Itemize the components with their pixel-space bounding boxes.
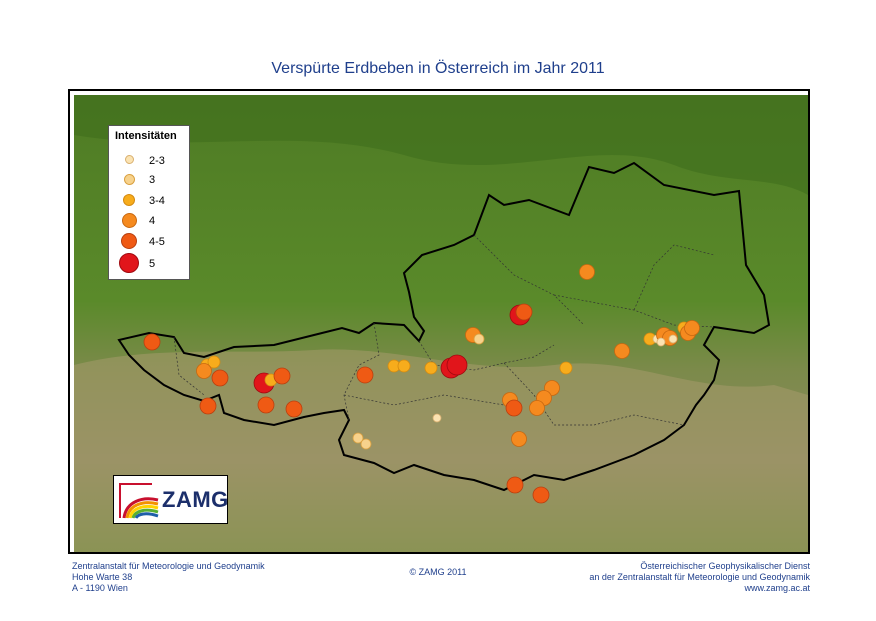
earthquake-marker[interactable] xyxy=(559,361,573,375)
legend-label: 4 xyxy=(149,215,156,227)
zamg-logo: ZAMG xyxy=(113,475,228,524)
footer-line: Hohe Warte 38 xyxy=(72,572,133,582)
earthquake-marker[interactable] xyxy=(352,432,364,444)
footer-line: Österreichischer Geophysikalischer Diens… xyxy=(640,561,810,571)
earthquake-marker[interactable] xyxy=(684,320,700,336)
legend-dot-icon xyxy=(119,253,139,273)
logo-text: ZAMG xyxy=(162,487,229,512)
earthquake-marker[interactable] xyxy=(273,367,291,385)
earthquake-marker[interactable] xyxy=(515,303,533,321)
earthquake-marker[interactable] xyxy=(199,397,217,415)
legend: Intensitäten 2-3 3 3-4 4 4-5 5 xyxy=(108,125,190,280)
northern-forest-relief xyxy=(74,95,808,195)
earthquake-marker[interactable] xyxy=(506,476,524,494)
earthquake-marker[interactable] xyxy=(614,343,630,359)
zamg-rainbow-icon xyxy=(119,483,159,519)
earthquake-marker[interactable] xyxy=(424,361,438,375)
earthquake-marker[interactable] xyxy=(432,413,442,423)
footer-line: A - 1190 Wien xyxy=(72,583,128,593)
legend-item-4: 4 xyxy=(109,212,189,230)
legend-dot-icon xyxy=(124,174,135,185)
footer-copyright: © ZAMG 2011 xyxy=(409,567,467,577)
legend-dot-icon xyxy=(121,233,137,249)
footer-line: an der Zentralanstalt für Meteorologie u… xyxy=(589,572,810,582)
legend-item-2-3: 2-3 xyxy=(109,152,189,170)
earthquake-marker[interactable] xyxy=(257,396,275,414)
earthquake-marker[interactable] xyxy=(207,355,221,369)
footer-line: Zentralanstalt für Meteorologie und Geod… xyxy=(72,561,265,571)
legend-dot-icon xyxy=(122,213,137,228)
footer-service: Österreichischer Geophysikalischer Diens… xyxy=(589,561,810,594)
earthquake-points xyxy=(143,264,700,504)
earthquake-marker[interactable] xyxy=(360,438,372,450)
legend-item-3: 3 xyxy=(109,171,189,189)
earthquake-marker[interactable] xyxy=(529,400,545,416)
earthquake-marker[interactable] xyxy=(285,400,303,418)
legend-label: 5 xyxy=(149,258,156,270)
earthquake-marker[interactable] xyxy=(511,431,527,447)
earthquake-marker[interactable] xyxy=(196,363,212,379)
legend-dot-icon xyxy=(123,194,135,206)
earthquake-marker[interactable] xyxy=(211,369,229,387)
earthquake-marker[interactable] xyxy=(397,359,411,373)
legend-label: 4-5 xyxy=(149,236,165,248)
legend-label: 3 xyxy=(149,174,156,186)
legend-label: 2-3 xyxy=(149,155,165,167)
legend-item-4-5: 4-5 xyxy=(109,233,189,251)
earthquake-marker[interactable] xyxy=(143,333,161,351)
legend-title: Intensitäten xyxy=(115,130,177,142)
earthquake-marker[interactable] xyxy=(579,264,595,280)
legend-item-3-4: 3-4 xyxy=(109,192,189,210)
earthquake-marker[interactable] xyxy=(446,354,468,376)
earthquake-marker[interactable] xyxy=(532,486,550,504)
earthquake-marker[interactable] xyxy=(656,337,666,347)
alpine-relief xyxy=(74,349,808,552)
legend-item-5: 5 xyxy=(109,253,189,273)
map-title: Verspürte Erdbeben in Österreich im Jahr… xyxy=(271,60,605,77)
footer-link[interactable]: www.zamg.ac.at xyxy=(744,583,810,593)
earthquake-marker[interactable] xyxy=(356,366,374,384)
footer-address: Zentralanstalt für Meteorologie und Geod… xyxy=(72,561,265,594)
earthquake-marker[interactable] xyxy=(473,333,485,345)
legend-dot-icon xyxy=(125,155,134,164)
earthquake-marker[interactable] xyxy=(668,334,678,344)
earthquake-marker[interactable] xyxy=(505,399,523,417)
austria-border xyxy=(117,161,771,492)
legend-label: 3-4 xyxy=(149,195,165,207)
